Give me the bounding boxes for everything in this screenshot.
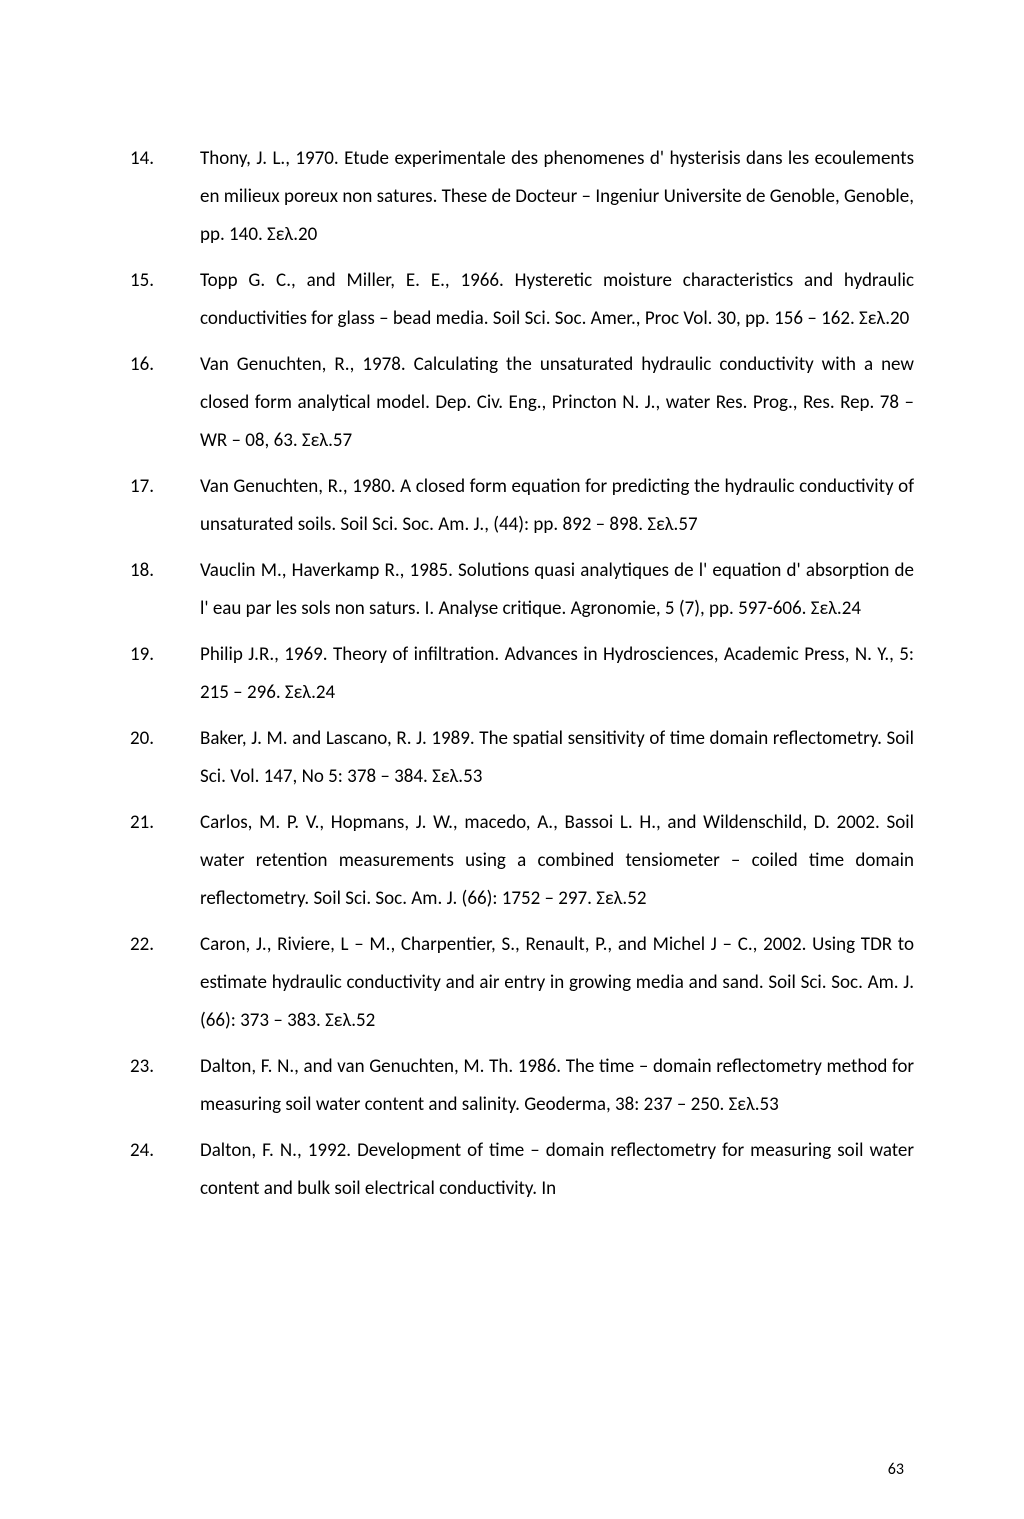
reference-item: 16. Van Genuchten, R., 1978. Calculating… <box>130 346 914 460</box>
reference-number: 22. <box>130 926 200 964</box>
reference-text: Vauclin M., Haverkamp R., 1985. Solution… <box>200 552 914 628</box>
reference-item: 23. Dalton, F. N., and van Genuchten, M.… <box>130 1048 914 1124</box>
reference-item: 14. Thony, J. L., 1970. Etude experiment… <box>130 140 914 254</box>
reference-number: 16. <box>130 346 200 384</box>
reference-item: 19. Philip J.R., 1969. Theory of infiltr… <box>130 636 914 712</box>
reference-text: Topp G. C., and Miller, E. E., 1966. Hys… <box>200 262 914 338</box>
reference-number: 17. <box>130 468 200 506</box>
reference-item: 18. Vauclin M., Haverkamp R., 1985. Solu… <box>130 552 914 628</box>
reference-item: 22. Caron, J., Riviere, L – M., Charpent… <box>130 926 914 1040</box>
reference-text: Van Genuchten, R., 1980. A closed form e… <box>200 468 914 544</box>
reference-text: Philip J.R., 1969. Theory of infiltratio… <box>200 636 914 712</box>
reference-number: 23. <box>130 1048 200 1086</box>
reference-list: 14. Thony, J. L., 1970. Etude experiment… <box>130 140 914 1208</box>
reference-text: Dalton, F. N., 1992. Development of time… <box>200 1132 914 1208</box>
reference-text: Caron, J., Riviere, L – M., Charpentier,… <box>200 926 914 1040</box>
reference-number: 21. <box>130 804 200 842</box>
reference-text: Van Genuchten, R., 1978. Calculating the… <box>200 346 914 460</box>
reference-number: 14. <box>130 140 200 178</box>
reference-number: 20. <box>130 720 200 758</box>
reference-text: Baker, J. M. and Lascano, R. J. 1989. Th… <box>200 720 914 796</box>
reference-number: 19. <box>130 636 200 674</box>
page-number: 63 <box>888 1460 904 1479</box>
reference-number: 18. <box>130 552 200 590</box>
reference-number: 24. <box>130 1132 200 1170</box>
reference-text: Carlos, M. P. V., Hopmans, J. W., macedo… <box>200 804 914 918</box>
reference-text: Thony, J. L., 1970. Etude experimentale … <box>200 140 914 254</box>
reference-item: 20. Baker, J. M. and Lascano, R. J. 1989… <box>130 720 914 796</box>
reference-text: Dalton, F. N., and van Genuchten, M. Th.… <box>200 1048 914 1124</box>
reference-item: 17. Van Genuchten, R., 1980. A closed fo… <box>130 468 914 544</box>
reference-item: 15. Topp G. C., and Miller, E. E., 1966.… <box>130 262 914 338</box>
page: 14. Thony, J. L., 1970. Etude experiment… <box>0 0 1024 1519</box>
reference-number: 15. <box>130 262 200 300</box>
reference-item: 24. Dalton, F. N., 1992. Development of … <box>130 1132 914 1208</box>
reference-item: 21. Carlos, M. P. V., Hopmans, J. W., ma… <box>130 804 914 918</box>
